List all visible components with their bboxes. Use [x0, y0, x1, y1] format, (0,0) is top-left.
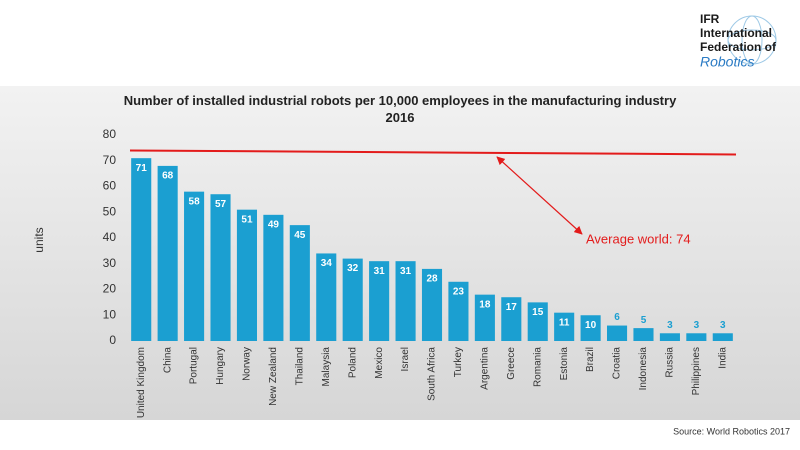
title-box: Number of installed industrial robots pe…	[123, 93, 677, 125]
value-label: 6	[614, 312, 620, 323]
x-tick-label: Hungary	[215, 347, 226, 385]
value-label: 32	[347, 263, 359, 274]
x-tick-label: Norway	[242, 347, 253, 381]
bar	[421, 268, 443, 341]
value-label: 5	[641, 315, 647, 326]
value-label: 3	[694, 320, 700, 331]
logo-text: IFR	[700, 12, 720, 26]
x-tick-label: Argentina	[480, 347, 491, 390]
bar	[554, 312, 575, 341]
x-tick-label: Israel	[400, 347, 411, 371]
bar	[289, 225, 310, 341]
bar	[236, 209, 258, 341]
x-tick-label: Estonia	[559, 347, 570, 381]
x-tick-label: Greece	[506, 347, 517, 380]
logo-text: Robotics	[700, 54, 754, 70]
x-tick-label: South Africa	[427, 347, 438, 401]
bar	[580, 315, 601, 341]
bar	[369, 261, 390, 341]
x-tick-label: India	[717, 347, 728, 369]
bar	[184, 191, 205, 341]
logo-text: International	[700, 26, 772, 40]
x-tick-label: Croatia	[612, 347, 623, 380]
y-tick-label: 10	[103, 307, 117, 321]
bar	[316, 253, 337, 341]
y-tick-label: 0	[109, 333, 116, 347]
x-tick-label: Indonesia	[638, 347, 649, 391]
x-tick-label: Russia	[665, 347, 676, 378]
logo-globe-line	[727, 29, 777, 51]
bar	[395, 261, 416, 341]
y-tick-label: 50	[103, 204, 117, 218]
value-label: 45	[294, 230, 306, 241]
x-tick-label: Brazil	[585, 347, 596, 372]
logo-globe-line	[741, 15, 763, 65]
y-tick-label: 60	[103, 179, 117, 193]
y-tick-label: 30	[103, 256, 117, 270]
y-tick-label: 70	[103, 153, 117, 167]
value-label: 3	[720, 320, 726, 331]
value-label: 23	[453, 286, 465, 297]
bar	[157, 165, 178, 341]
bar	[659, 333, 680, 341]
bar	[263, 214, 284, 341]
bar	[131, 158, 152, 341]
bar	[474, 294, 495, 341]
bar	[448, 281, 469, 341]
value-label: 11	[559, 317, 570, 328]
x-tick-label: Portugal	[189, 347, 200, 384]
x-tick-label: Thailand	[294, 347, 305, 385]
value-label: 31	[400, 266, 412, 277]
x-tick-label: Philippines	[691, 347, 702, 395]
y-tick-label: 80	[103, 127, 117, 141]
bar	[712, 333, 733, 341]
reference-label: Average world: 74	[586, 231, 691, 246]
value-label: 68	[162, 171, 174, 182]
bar	[501, 297, 522, 341]
value-label: 34	[321, 258, 333, 269]
chart-title: Number of installed industrial robots pe…	[123, 93, 677, 125]
bar	[606, 325, 628, 341]
value-label: 17	[506, 302, 518, 313]
x-tick-label: United Kingdom	[136, 347, 147, 418]
x-tick-label: Malaysia	[321, 347, 332, 387]
y-tick-label: 40	[103, 230, 117, 244]
y-tick-label: 20	[103, 282, 117, 296]
logo-text: Federation of	[700, 40, 777, 54]
x-tick-label: China	[162, 347, 173, 374]
value-label: 58	[189, 196, 201, 207]
value-label: 10	[585, 320, 597, 331]
y-axis-label: units	[32, 227, 46, 252]
x-tick-label: Romania	[532, 347, 543, 387]
value-label: 71	[136, 163, 148, 174]
reference-line	[129, 149, 737, 156]
value-label: 28	[426, 274, 438, 285]
x-tick-label: Turkey	[453, 347, 464, 377]
bar	[527, 302, 548, 341]
x-tick-label: Poland	[347, 347, 358, 378]
value-label: 57	[215, 199, 227, 210]
value-label: 49	[268, 219, 280, 230]
value-label: 3	[667, 320, 673, 331]
bar	[342, 258, 363, 341]
value-label: 15	[532, 307, 544, 318]
annotation-arrow	[496, 156, 583, 235]
value-label: 31	[374, 266, 386, 277]
x-tick-label: Mexico	[374, 347, 385, 379]
x-tick-label: New Zealand	[268, 347, 279, 406]
source: Source: World Robotics 2017	[673, 426, 790, 436]
bar	[633, 328, 654, 341]
value-label: 18	[479, 299, 491, 310]
bar	[210, 194, 231, 341]
value-label: 51	[241, 214, 253, 225]
bar	[686, 333, 707, 341]
